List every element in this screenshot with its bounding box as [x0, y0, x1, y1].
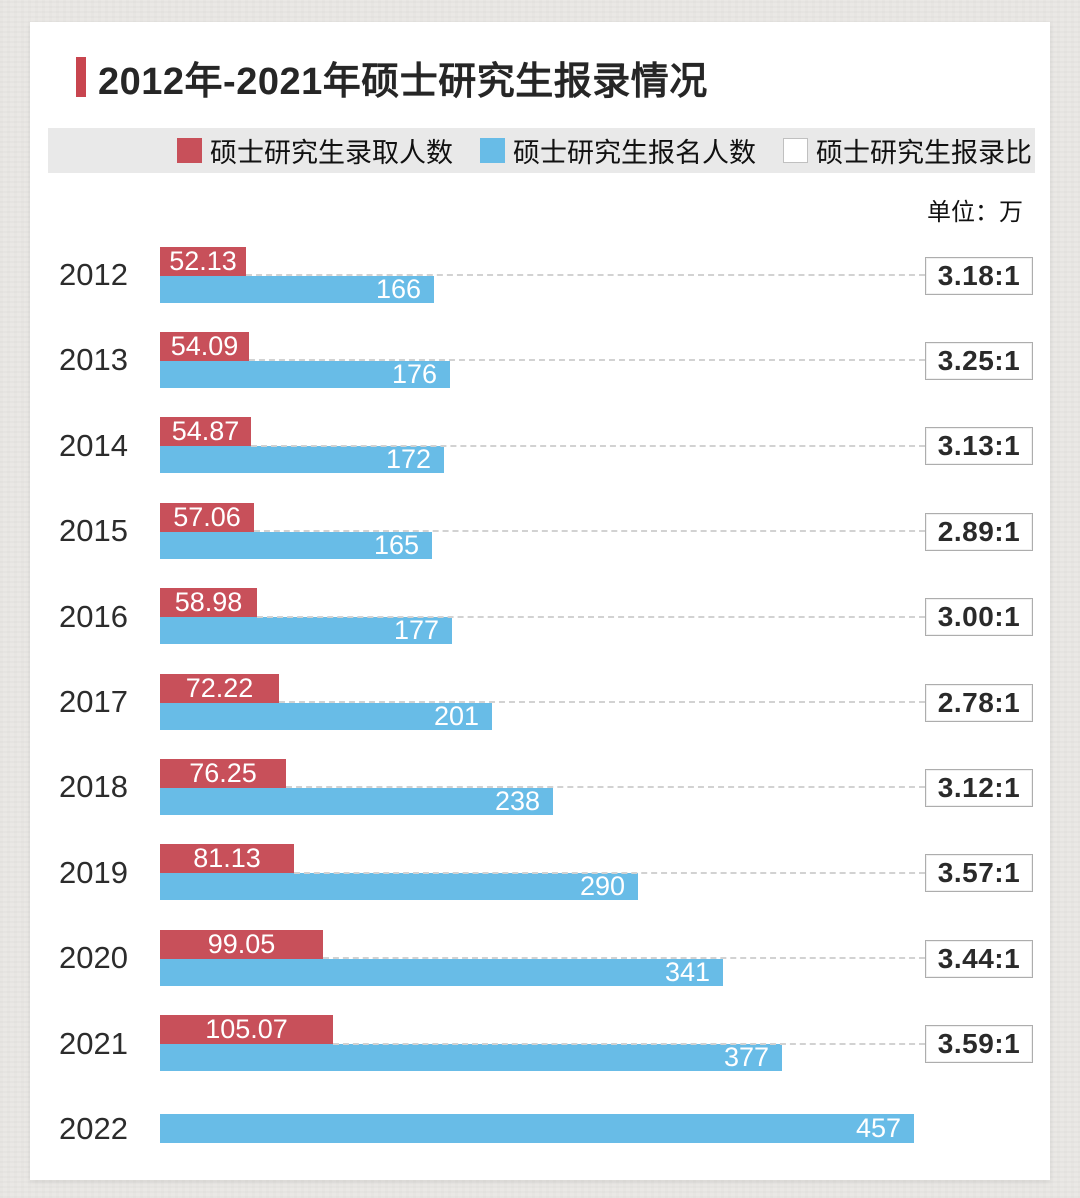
applicants-bar: 341 — [160, 957, 723, 987]
leader-dotted-line — [251, 444, 925, 447]
red-square-icon — [177, 138, 202, 163]
year-label: 2020 — [59, 940, 128, 976]
ratio-box: 3.18:1 — [925, 256, 1033, 295]
leader-dotted-line — [333, 1042, 925, 1045]
leader-dotted-line — [286, 786, 925, 789]
chart-row-2012: 2012 52.13 166 3.18:1 — [30, 232, 1050, 317]
legend-item-applicants: 硕士研究生报名人数 — [480, 131, 756, 170]
chart-row-2021: 2021 105.07 377 3.59:1 — [30, 1001, 1050, 1086]
year-label: 2022 — [59, 1110, 128, 1146]
year-label: 2012 — [59, 257, 128, 292]
leader-dotted-line — [249, 359, 925, 362]
applicants-bar: 172 — [160, 444, 444, 474]
chart-row-2017: 2017 72.22 201 2.78:1 — [30, 659, 1050, 744]
leader-dotted-line — [246, 274, 925, 276]
ratio-box: 3.12:1 — [925, 769, 1033, 808]
chart-row-2015: 2015 57.06 165 2.89:1 — [30, 488, 1050, 573]
ratio-box: 3.57:1 — [925, 854, 1033, 893]
ratio-box: 2.78:1 — [925, 683, 1033, 722]
admitted-bar: 52.13 — [160, 246, 246, 276]
unit-label: 单位：万 — [927, 199, 1023, 226]
ratio-box: 3.25:1 — [925, 342, 1033, 381]
applicants-bar: 290 — [160, 871, 638, 901]
chart-row-2014: 2014 54.87 172 3.13:1 — [30, 403, 1050, 488]
chart-rows: 2012 52.13 166 3.18:1 2013 54.09 176 3.25:1 2014… — [30, 232, 1050, 1172]
year-label: 2019 — [59, 854, 128, 890]
applicants-bar: 457 — [160, 1113, 914, 1144]
year-label: 2018 — [59, 769, 128, 805]
legend-item-admitted: 硕士研究生录取人数 — [177, 131, 453, 170]
ratio-box: 3.13:1 — [925, 427, 1033, 466]
leader-dotted-line — [257, 615, 925, 618]
chart-row-2020: 2020 99.05 341 3.44:1 — [30, 915, 1050, 1000]
legend-label: 硕士研究生报名人数 — [513, 138, 756, 168]
legend-label: 硕士研究生报录比 — [816, 138, 1032, 168]
chart-row-2018: 2018 76.25 238 3.12:1 — [30, 744, 1050, 829]
legend-item-ratio: 硕士研究生报录比 — [783, 131, 1032, 170]
year-label: 2013 — [59, 342, 128, 378]
year-label: 2016 — [59, 598, 128, 634]
year-label: 2017 — [59, 683, 128, 719]
admitted-bar: 81.13 — [160, 843, 294, 874]
year-label: 2021 — [59, 1025, 128, 1061]
chart-card: 2012年-2021年硕士研究生报录情况 硕士研究生录取人数 硕士研究生报名人数… — [30, 22, 1050, 1180]
chart-title: 2012年-2021年硕士研究生报录情况 — [98, 60, 708, 103]
outlined-square-icon — [783, 138, 808, 163]
leader-dotted-line — [279, 700, 925, 703]
admitted-bar: 72.22 — [160, 673, 279, 703]
title-accent-bar-icon — [76, 57, 86, 97]
leader-dotted-line — [323, 957, 925, 960]
admitted-bar: 105.07 — [160, 1014, 333, 1045]
leader-dotted-line — [294, 871, 925, 874]
legend: 硕士研究生录取人数 硕士研究生报名人数 硕士研究生报录比 — [48, 128, 1035, 173]
ratio-box: 2.89:1 — [925, 512, 1033, 551]
applicants-bar: 176 — [160, 359, 450, 389]
legend-label: 硕士研究生录取人数 — [210, 138, 453, 168]
ratio-box: 3.00:1 — [925, 598, 1033, 637]
admitted-bar: 76.25 — [160, 758, 286, 789]
applicants-bar: 165 — [160, 530, 432, 560]
year-label: 2014 — [59, 427, 128, 463]
chart-row-2022: 2022 457 — [30, 1086, 1050, 1171]
year-label: 2015 — [59, 513, 128, 549]
applicants-bar: 177 — [160, 615, 452, 645]
admitted-bar: 58.98 — [160, 587, 257, 618]
leader-dotted-line — [254, 530, 925, 533]
ratio-box: 3.59:1 — [925, 1025, 1033, 1064]
ratio-box: 3.44:1 — [925, 939, 1033, 978]
chart-row-2019: 2019 81.13 290 3.57:1 — [30, 830, 1050, 915]
applicants-bar: 166 — [160, 274, 434, 304]
admitted-bar: 57.06 — [160, 502, 254, 532]
chart-row-2016: 2016 58.98 177 3.00:1 — [30, 574, 1050, 659]
applicants-bar: 201 — [160, 701, 492, 731]
applicants-bar: 238 — [160, 786, 553, 816]
title-row: 2012年-2021年硕士研究生报录情况 — [76, 55, 1020, 103]
chart-row-2013: 2013 54.09 176 3.25:1 — [30, 317, 1050, 402]
admitted-bar: 54.09 — [160, 331, 249, 362]
applicants-bar: 377 — [160, 1042, 782, 1072]
blue-square-icon — [480, 138, 505, 163]
admitted-bar: 54.87 — [160, 416, 251, 447]
admitted-bar: 99.05 — [160, 929, 323, 959]
